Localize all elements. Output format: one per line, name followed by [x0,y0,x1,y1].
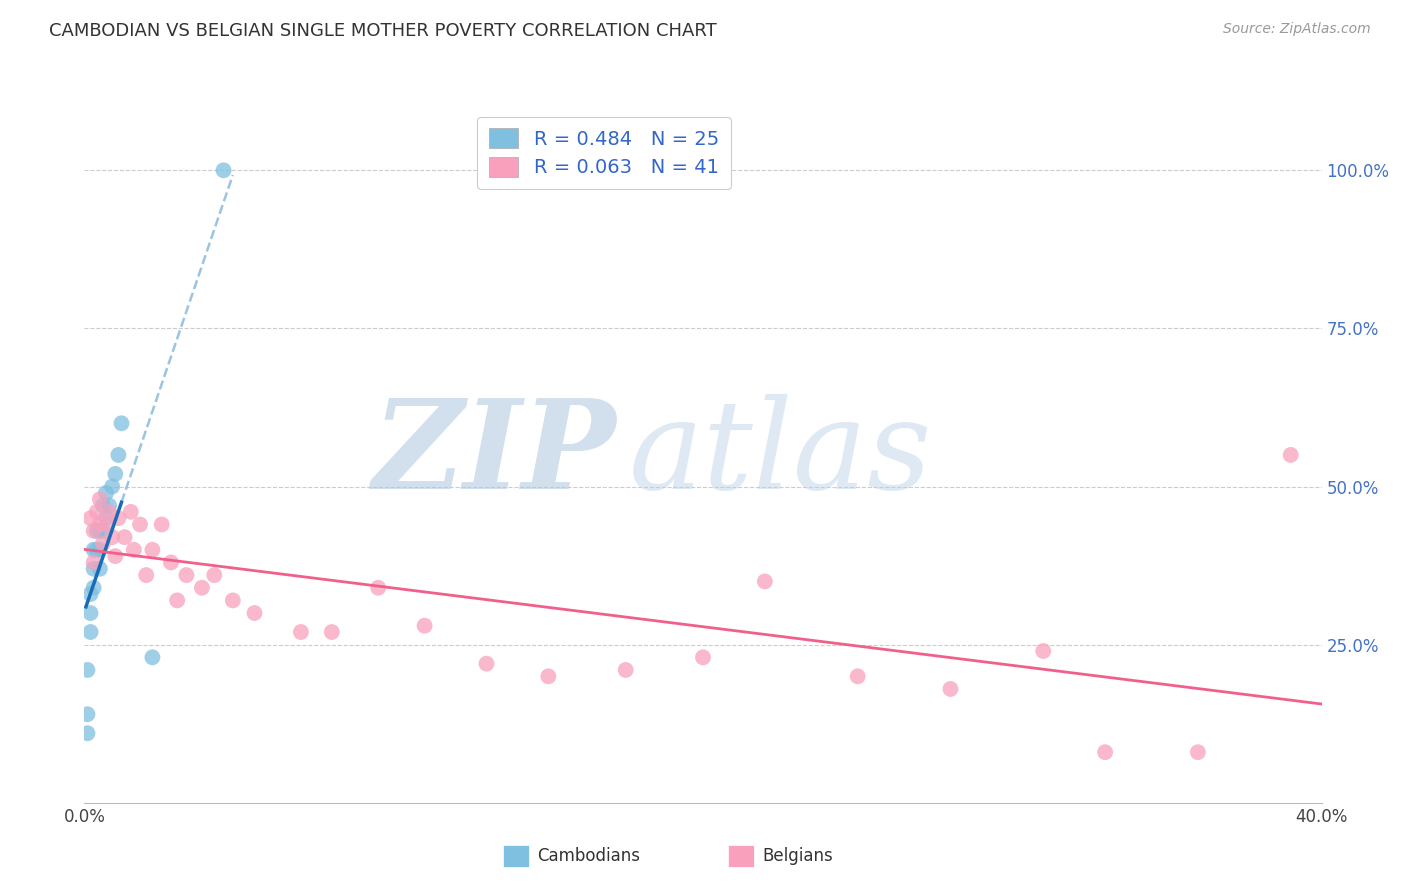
Point [129,517,152,532]
Text: Source: ZipAtlas.com: Source: ZipAtlas.com [1223,22,1371,37]
Point [243,606,266,620]
Point [537,669,560,683]
Text: Belgians: Belgians [762,847,832,865]
Point [94,511,117,525]
FancyBboxPatch shape [503,845,529,867]
Point [98,505,121,519]
Point [89,492,111,507]
Point [94,486,117,500]
FancyBboxPatch shape [728,845,754,867]
Point [1094,745,1116,759]
Point [166,593,188,607]
Point [150,517,173,532]
Point [135,568,157,582]
Point [212,163,235,178]
Point [160,556,183,570]
Point [122,542,145,557]
Point [222,593,245,607]
Point [91,524,114,538]
Point [91,499,114,513]
Point [83,562,105,576]
Point [110,417,132,431]
Point [89,542,111,557]
Point [89,517,111,532]
Point [89,524,111,538]
Point [101,530,124,544]
Text: Cambodians: Cambodians [537,847,640,865]
Point [101,479,124,493]
Point [107,448,129,462]
Point [413,618,436,632]
Point [1279,448,1302,462]
Point [692,650,714,665]
Point [79,606,101,620]
Point [191,581,214,595]
Point [1032,644,1054,658]
Point [107,511,129,525]
Legend: R = 0.484   N = 25, R = 0.063   N = 41: R = 0.484 N = 25, R = 0.063 N = 41 [478,117,731,189]
Point [79,587,101,601]
Point [83,542,105,557]
Point [202,568,225,582]
Point [83,556,105,570]
Point [114,530,136,544]
Point [76,663,98,677]
Point [89,562,111,576]
Point [846,669,869,683]
Point [79,625,101,640]
Text: CAMBODIAN VS BELGIAN SINGLE MOTHER POVERTY CORRELATION CHART: CAMBODIAN VS BELGIAN SINGLE MOTHER POVER… [49,22,717,40]
Point [120,505,142,519]
Point [86,524,108,538]
Point [86,505,108,519]
Point [76,707,98,722]
Text: ZIP: ZIP [373,394,616,516]
Point [754,574,776,589]
Point [79,511,101,525]
Point [475,657,498,671]
Point [614,663,637,677]
Point [141,542,163,557]
Point [104,549,127,563]
Point [1187,745,1209,759]
Point [98,499,121,513]
Point [86,542,108,557]
Point [83,524,105,538]
Point [290,625,312,640]
Point [321,625,343,640]
Point [104,467,127,481]
Point [176,568,198,582]
Text: atlas: atlas [628,394,932,516]
Point [141,650,163,665]
Point [83,581,105,595]
Point [367,581,389,595]
Point [91,536,114,550]
Point [76,726,98,740]
Point [94,517,117,532]
Point [939,681,962,696]
